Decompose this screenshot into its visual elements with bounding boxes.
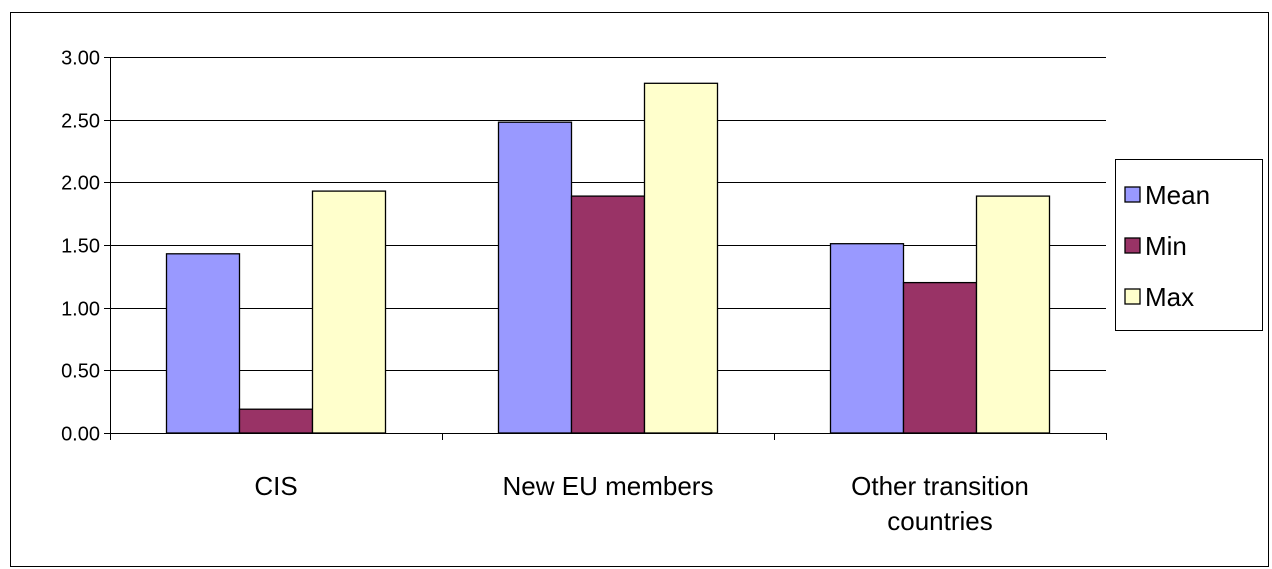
category-label-0: CIS	[254, 471, 297, 501]
bar-mean-2	[829, 243, 905, 434]
legend-swatch-min	[1124, 237, 1141, 254]
bar-min-2	[902, 281, 978, 434]
y-tick-label-6: 3.00	[61, 48, 100, 70]
bar-max-2	[975, 195, 1051, 434]
legend-label-mean: Mean	[1145, 180, 1210, 210]
category-label-1: New EU members	[503, 471, 714, 501]
bars	[165, 82, 1051, 434]
y-tick-label-2: 1.00	[61, 299, 100, 321]
legend-swatch-mean	[1124, 186, 1141, 203]
axes	[104, 57, 1107, 440]
bar-max-0	[311, 190, 387, 434]
legend-label-max: Max	[1145, 282, 1194, 312]
category-label-2: Other transition countries	[851, 471, 1029, 536]
legend-label-min: Min	[1145, 231, 1187, 261]
category-labels: CIS New EU members Other transition countri…	[254, 471, 1029, 536]
y-tick-label-5: 2.50	[61, 111, 100, 133]
bar-mean-1	[497, 121, 573, 434]
bar-min-1	[570, 195, 646, 434]
y-tick-label-0: 0.00	[61, 424, 100, 446]
bar-mean-0	[165, 253, 241, 434]
legend-swatch-max	[1124, 288, 1141, 305]
y-tick-label-1: 0.50	[61, 361, 100, 383]
bar-max-1	[643, 82, 719, 434]
y-tick-label-4: 2.00	[61, 173, 100, 195]
legend: Mean Min Max	[1115, 159, 1263, 331]
y-tick-label-3: 1.50	[61, 236, 100, 258]
bar-min-0	[238, 408, 314, 434]
y-tick-labels: 0.00 0.50 1.00 1.50 2.00 2.50 3.00	[61, 48, 100, 446]
